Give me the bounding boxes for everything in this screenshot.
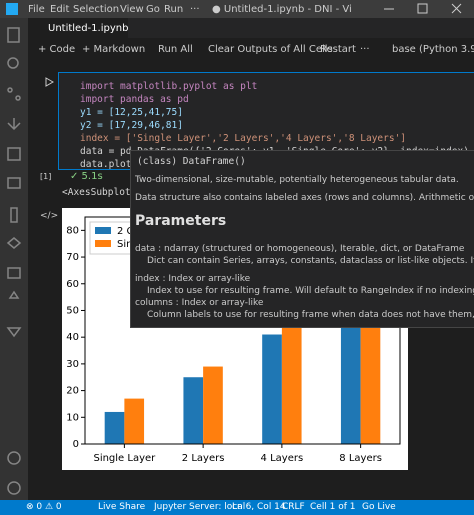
bar: [124, 398, 145, 444]
x-tick-label: Single Layer: [93, 453, 156, 464]
y-tick-label: 10: [66, 412, 79, 423]
y-tick-label: 30: [66, 359, 79, 370]
status-item[interactable]: Jupyter Server: local: [154, 502, 246, 512]
tooltip-signature: (class) DataFrame(): [137, 156, 246, 167]
toolbar-button[interactable]: + Code: [38, 44, 76, 55]
y-tick-label: 80: [66, 225, 79, 236]
hover-tooltip: (class) DataFrame() Two-dimensional, siz…: [130, 150, 474, 328]
menu-item[interactable]: File: [28, 4, 45, 15]
execution-status: ✓ 5.1s: [70, 171, 103, 182]
tab-bar: [28, 18, 474, 38]
kernel-picker[interactable]: base (Python 3.9.13): [392, 44, 474, 55]
legend-swatch: [95, 240, 111, 247]
app-icon: [6, 3, 18, 15]
tooltip-text: Data structure also contains labeled axe…: [135, 193, 474, 203]
y-tick-label: 50: [66, 305, 79, 316]
menu-item[interactable]: Run: [164, 4, 184, 15]
x-tick-label: 4 Layers: [261, 453, 304, 464]
tooltip-text: index : Index or array-like: [135, 274, 251, 284]
tooltip-text: Two-dimensional, size-mutable, potential…: [135, 175, 459, 185]
tooltip-text: columns : Index or array-like: [135, 298, 264, 308]
execution-count: [1]: [40, 172, 52, 181]
code-line: y1 = [12,25,41,75]: [80, 107, 183, 118]
cell-output: <AxesSubplot:: [62, 187, 137, 198]
code-line: data.plot.: [80, 159, 138, 170]
tooltip-heading: Parameters: [135, 213, 227, 229]
bar: [262, 334, 282, 444]
output-icon: </>: [40, 211, 59, 221]
x-tick-label: 8 Layers: [339, 453, 382, 464]
toolbar-button[interactable]: Restart: [320, 44, 356, 55]
y-tick-label: 60: [66, 279, 79, 290]
window-title: ● Untitled-1.ipynb - DNI - Visual...: [212, 4, 352, 15]
editor-tab[interactable]: [28, 18, 128, 38]
tooltip-text: Column labels to use for resulting frame…: [147, 310, 474, 320]
y-tick-label: 0: [73, 439, 79, 450]
toolbar-button[interactable]: + Markdown: [82, 44, 146, 55]
legend-swatch: [95, 227, 111, 234]
code-line: import matplotlib.pyplot as plt: [80, 81, 258, 92]
menu-item[interactable]: View: [120, 4, 144, 15]
code-line: y2 = [17,29,46,81]: [80, 120, 183, 131]
bar: [281, 321, 302, 444]
status-item[interactable]: Cell 1 of 1: [310, 502, 356, 512]
code-line: index = ['Single Layer','2 Layers','4 La…: [80, 133, 407, 144]
menu-item[interactable]: Edit: [50, 4, 70, 15]
activity-icons: [6, 27, 22, 495]
status-item[interactable]: Ln 6, Col 14: [232, 502, 286, 512]
bar: [183, 377, 204, 444]
run-cell-icon[interactable]: [44, 77, 54, 87]
y-tick-label: 20: [66, 386, 79, 397]
tooltip-text: data : ndarray (structured or homogeneou…: [135, 244, 465, 254]
window-controls: [384, 3, 462, 14]
bar: [203, 366, 223, 444]
status-item[interactable]: CRLF: [282, 502, 305, 512]
title-bar: [0, 0, 474, 18]
tooltip-text: Index to use for resulting frame. Will d…: [147, 286, 474, 296]
tooltip-text: Dict can contain Series, arrays, constan…: [147, 256, 474, 266]
y-tick-label: 70: [66, 252, 79, 263]
toolbar-button[interactable]: Clear Outputs of All Cells: [208, 44, 333, 55]
x-tick-label: 2 Layers: [182, 453, 225, 464]
tab-title[interactable]: Untitled-1.ipynb: [48, 23, 129, 34]
menu-item[interactable]: ···: [190, 4, 200, 15]
status-item[interactable]: Live Share: [98, 502, 146, 512]
y-tick-label: 40: [66, 332, 79, 343]
activity-bar: [0, 18, 28, 500]
bar: [104, 411, 125, 444]
code-line: import pandas as pd: [80, 94, 189, 105]
menu-item[interactable]: Go: [146, 4, 160, 15]
status-item[interactable]: Go Live: [362, 502, 396, 512]
menu-item[interactable]: Selection: [73, 4, 120, 15]
toolbar-button[interactable]: Run All: [158, 44, 193, 55]
status-item[interactable]: ⊗ 0 ⚠ 0: [26, 502, 62, 512]
status-bar: ⊗ 0 ⚠ 0 Live Share Jupyter Server: local…: [0, 500, 474, 515]
toolbar-button[interactable]: ···: [360, 44, 370, 55]
